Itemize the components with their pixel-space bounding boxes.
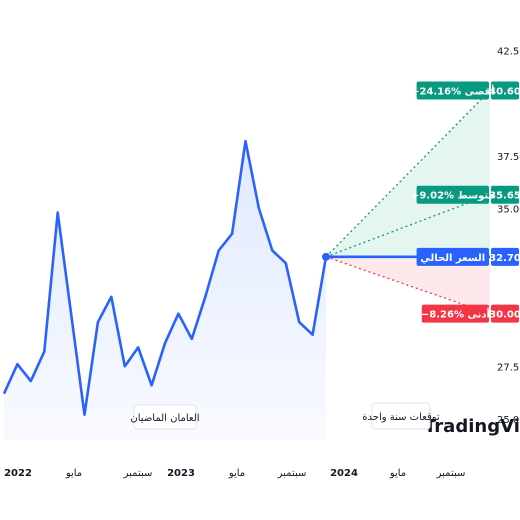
value-box	[491, 247, 519, 266]
x-tick-label: 2023	[167, 468, 195, 479]
name-box	[421, 304, 489, 323]
x-tick-label: سبتمبر	[436, 468, 466, 479]
x-tick-label: سبتمبر	[123, 468, 153, 479]
y-tick-label: 42.50	[497, 47, 520, 58]
forecast-tag-0: 40.60+24.16% أقصى	[411, 81, 520, 100]
history-area	[4, 141, 326, 440]
y-tick-label: 35.00	[497, 204, 520, 215]
name-label: −8.26% أدنى	[421, 308, 490, 321]
x-tick-label: 2022	[4, 468, 32, 479]
forecast-labels: 40.60+24.16% أقصى 35.65+9.02% متوسط 32.70 ا…	[411, 81, 520, 323]
forecast-tag-1: 35.65+9.02% متوسط	[411, 185, 520, 204]
name-box	[416, 247, 489, 266]
x-tick-label: مايو	[65, 468, 82, 479]
value-box	[491, 304, 519, 323]
history-line	[2, 139, 328, 416]
forecast-tag-2: 32.70 السعر الحالي	[416, 247, 520, 266]
forecast-line-3	[325, 256, 491, 315]
value-label: 32.70	[489, 253, 520, 264]
forecast-period-label: توقعات سنة واحدة	[362, 412, 440, 423]
history-period-label: العامان الماضيان	[130, 413, 199, 424]
y-axis: 42.5037.5035.0032.5027.5025.00	[497, 47, 520, 426]
value-label: 40.60	[489, 87, 520, 98]
x-tick-label: مايو	[389, 468, 406, 479]
x-tick-label: مايو	[228, 468, 245, 479]
y-tick-label: 25.00	[497, 415, 520, 426]
x-tick-label: سبتمبر	[277, 468, 307, 479]
name-box	[416, 185, 489, 204]
forecast-line-1	[325, 194, 491, 258]
y-tick-label: 37.50	[497, 152, 520, 163]
name-label: +24.16% أقصى	[411, 85, 494, 98]
value-label: 35.65	[489, 191, 520, 202]
name-box	[416, 81, 489, 100]
x-axis: 2022 مايو سبتمبر 2023 مايو سبتمبر 2024 مايو سبتم…	[4, 468, 465, 479]
forecast-period-badge: توقعات سنة واحدة	[362, 402, 440, 430]
name-label: السعر الحالي	[420, 253, 485, 264]
value-label: 30.00	[489, 310, 520, 321]
watermark-logo: TradingView	[424, 416, 520, 437]
name-label: +9.02% متوسط	[411, 191, 495, 202]
y-tick-label: 27.50	[497, 362, 520, 373]
x-tick-label: 2024	[330, 468, 358, 479]
forecast-tag-3: 30.00−8.26% أدنى	[421, 304, 520, 323]
history-period-badge: العامان الماضيان	[130, 404, 200, 430]
forecast-line-0	[325, 90, 491, 258]
value-box	[491, 81, 519, 100]
value-box	[491, 185, 519, 204]
current-price-point	[322, 252, 330, 261]
watermark-text: TradingView	[424, 416, 520, 437]
